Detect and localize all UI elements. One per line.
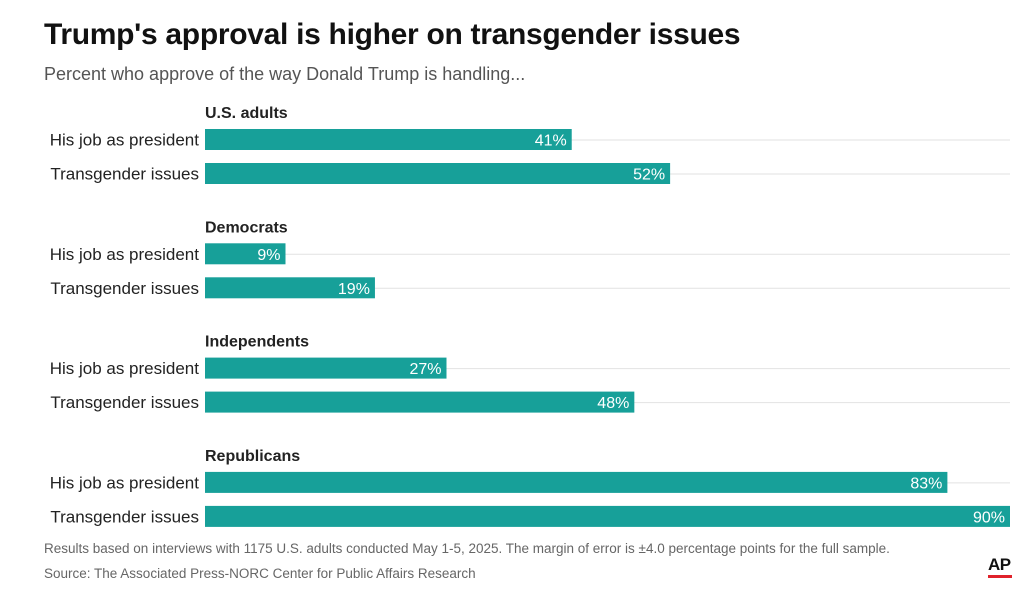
category-label: Transgender issues — [50, 279, 199, 298]
group-label: Democrats — [205, 219, 288, 236]
bar-value-label: 9% — [257, 247, 280, 264]
bar-value-label: 90% — [973, 509, 1005, 526]
ap-logo-text: AP — [988, 555, 1011, 574]
chart-title: Trump's approval is higher on transgende… — [44, 18, 741, 51]
bar-value-label: 27% — [409, 361, 441, 378]
category-label: Transgender issues — [50, 393, 199, 412]
bar — [205, 129, 572, 150]
category-label: Transgender issues — [50, 507, 199, 526]
group-label: Republicans — [205, 448, 300, 465]
bar — [205, 357, 447, 379]
category-label: Transgender issues — [50, 165, 199, 184]
category-label: His job as president — [50, 131, 200, 150]
category-label: His job as president — [50, 245, 200, 264]
bar — [205, 163, 671, 184]
bar-value-label: 48% — [597, 395, 629, 412]
ap-logo: AP — [988, 556, 1012, 578]
bar — [205, 277, 375, 299]
category-label: His job as president — [50, 473, 200, 492]
bar — [205, 471, 948, 493]
ap-logo-underline — [988, 575, 1012, 578]
footnote: Results based on interviews with 1175 U.… — [44, 541, 890, 556]
bar-value-label: 41% — [535, 133, 567, 150]
bar-value-label: 83% — [910, 475, 942, 492]
bar-value-label: 52% — [633, 167, 665, 184]
bar — [205, 243, 286, 265]
category-label: His job as president — [50, 359, 200, 378]
group-label: Independents — [205, 334, 309, 351]
bar-value-label: 19% — [338, 281, 370, 298]
source-note: Source: The Associated Press-NORC Center… — [44, 566, 476, 581]
bar — [205, 505, 1010, 527]
chart-subtitle: Percent who approve of the way Donald Tr… — [44, 64, 526, 84]
bar — [205, 391, 635, 413]
group-label: U.S. adults — [205, 105, 288, 122]
